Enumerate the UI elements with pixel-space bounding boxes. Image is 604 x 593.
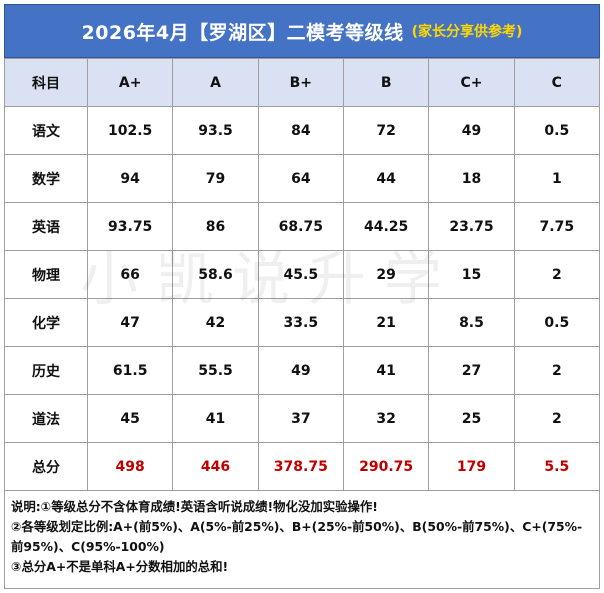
score-cell: 41 [172,394,259,443]
title-banner: 2026年4月【罗湖区】二模考等级线 (家长分享供参考) [4,4,600,58]
subject-cell: 数学 [4,154,88,203]
score-cell: 23.75 [428,202,515,251]
score-cell: 86 [172,202,259,251]
score-cell: 66 [86,250,174,299]
score-cell: 49 [257,346,344,395]
column-header-b-plus: B+ [257,58,344,107]
score-cell: 0.5 [513,106,601,155]
score-cell: 55.5 [172,346,259,395]
score-cell: 29 [342,250,430,299]
score-cell: 44.25 [342,202,430,251]
subject-cell: 道法 [4,394,88,443]
score-cell: 61.5 [86,346,174,395]
score-cell: 72 [342,106,430,155]
total-row: 总分 498 446 378.75 290.75 179 5.5 [4,442,601,491]
subject-cell-total: 总分 [4,442,88,491]
score-cell: 37 [257,394,344,443]
score-cell: 47 [86,298,174,347]
score-cell: 2 [513,394,601,443]
page-subtitle: (家长分享供参考) [411,24,523,40]
score-cell: 0.5 [513,298,601,347]
total-score-cell: 498 [86,442,174,491]
score-cell: 33.5 [257,298,344,347]
page-title: 2026年4月【罗湖区】二模考等级线 [81,21,404,44]
grade-table: 科目 A+ A B+ B C+ C 语文 102.5 93.5 84 72 49… [4,58,601,491]
column-header-c: C [513,58,601,107]
score-cell: 64 [257,154,344,203]
note-line-3: ③总分A+不是单科A+分数相加的总和! [11,559,229,574]
score-cell: 93.75 [86,202,174,251]
score-cell: 84 [257,106,344,155]
score-cell: 8.5 [428,298,515,347]
table-row: 英语 93.75 86 68.75 44.25 23.75 7.75 [4,202,601,251]
score-cell: 42 [172,298,259,347]
score-cell: 2 [513,250,601,299]
notes-box: 说明:①等级总分不含体育成绩!英语含听说成绩!物化没加实验操作! ②各等级划定比… [4,490,600,589]
score-cell: 32 [342,394,430,443]
subject-cell: 化学 [4,298,88,347]
score-cell: 68.75 [257,202,344,251]
table-row: 语文 102.5 93.5 84 72 49 0.5 [4,106,601,155]
score-cell: 94 [86,154,174,203]
table-row: 道法 45 41 37 32 25 2 [4,394,601,443]
column-header-a-plus: A+ [86,58,174,107]
total-score-cell: 179 [428,442,515,491]
subject-cell: 英语 [4,202,88,251]
subject-cell: 物理 [4,250,88,299]
score-cell: 49 [428,106,515,155]
score-cell: 45 [86,394,174,443]
score-cell: 41 [342,346,430,395]
table-row: 数学 94 79 64 44 18 1 [4,154,601,203]
score-cell: 44 [342,154,430,203]
subject-cell: 历史 [4,346,88,395]
column-header-b: B [342,58,430,107]
note-line-2: ②各等级划定比例:A+(前5%)、A(5%-前25%)、B+(25%-前50%)… [11,519,583,554]
table-row: 化学 47 42 33.5 21 8.5 0.5 [4,298,601,347]
table-row: 历史 61.5 55.5 49 41 27 2 [4,346,601,395]
score-cell: 25 [428,394,515,443]
column-header-subject: 科目 [4,58,88,107]
table-row: 物理 66 58.6 45.5 29 15 2 [4,250,601,299]
table-header-row: 科目 A+ A B+ B C+ C [4,58,601,107]
score-cell: 21 [342,298,430,347]
total-score-cell: 290.75 [342,442,430,491]
score-cell: 27 [428,346,515,395]
score-cell: 93.5 [172,106,259,155]
column-header-a: A [172,58,259,107]
total-score-cell: 378.75 [257,442,344,491]
score-cell: 45.5 [257,250,344,299]
score-cell: 58.6 [172,250,259,299]
note-line-1: 说明:①等级总分不含体育成绩!英语含听说成绩!物化没加实验操作! [11,499,378,514]
score-cell: 15 [428,250,515,299]
total-score-cell: 5.5 [513,442,601,491]
score-cell: 102.5 [86,106,174,155]
score-cell: 7.75 [513,202,601,251]
score-cell: 18 [428,154,515,203]
total-score-cell: 446 [172,442,259,491]
score-cell: 79 [172,154,259,203]
column-header-c-plus: C+ [428,58,515,107]
score-cell: 2 [513,346,601,395]
subject-cell: 语文 [4,106,88,155]
score-cell: 1 [513,154,601,203]
